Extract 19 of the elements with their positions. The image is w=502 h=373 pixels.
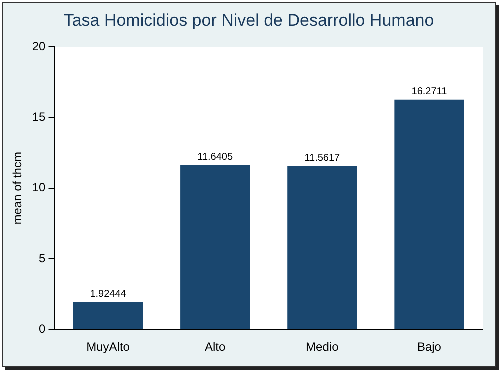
data-label: 1.92444 [90, 289, 127, 300]
data-label: 11.6405 [198, 152, 234, 163]
y-tick-label: 15 [32, 110, 46, 124]
x-tick-label: MuyAlto [86, 340, 130, 354]
x-tick-label: Medio [306, 340, 340, 354]
bar [394, 100, 464, 330]
bar [73, 302, 144, 330]
x-tick-label: Alto [205, 340, 226, 354]
data-label: 16.2711 [412, 86, 448, 98]
y-tick-label: 20 [32, 40, 46, 54]
y-tick-label: 5 [39, 251, 46, 266]
data-label: 11.5617 [304, 153, 341, 164]
x-tick-label: Bajo [417, 340, 442, 354]
bar [288, 166, 358, 330]
bar [180, 165, 250, 330]
y-tick-label: 0 [39, 322, 46, 336]
y-axis-title: mean of thcm [10, 152, 25, 225]
y-tick-label: 10 [32, 180, 46, 195]
chart-title: Tasa Homicidios por Nivel de Desarrollo Humano [62, 11, 436, 31]
